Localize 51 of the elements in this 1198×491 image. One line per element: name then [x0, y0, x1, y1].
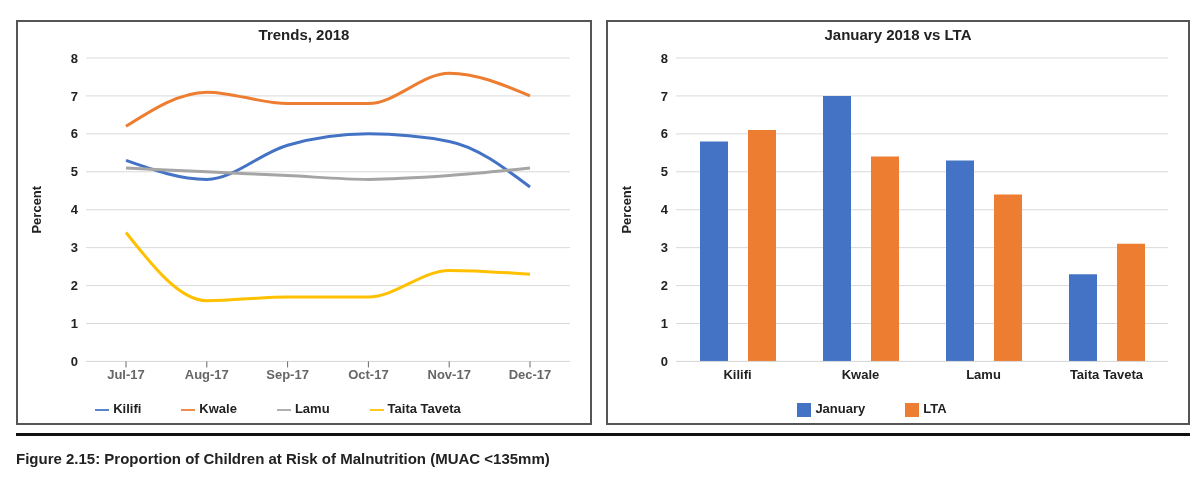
x-tick-label: Nov-17: [427, 366, 471, 382]
y-tick-label: 6: [660, 126, 668, 142]
y-tick-label: 4: [660, 202, 669, 218]
y-tick-label: 0: [70, 354, 78, 370]
y-tick-label: 3: [660, 240, 668, 256]
bar: [823, 95, 851, 362]
caption: Figure 2.15: Proportion of Children at Risk of Malnutrition (MUAC <135mm): [16, 450, 551, 467]
x-tick-label: Sep-17: [266, 366, 309, 382]
y-tick-label: 7: [70, 88, 78, 104]
x-tick-label: Taita Taveta: [1069, 366, 1144, 382]
y-tick-label: 6: [70, 126, 78, 142]
x-tick-label: Jul-17: [107, 366, 145, 382]
y-tick-label: 2: [70, 278, 78, 294]
y-tick-label: 2: [660, 278, 668, 294]
x-tick-label: Dec-17: [508, 366, 552, 382]
legend-label: Kwale: [199, 401, 237, 417]
line-series: [124, 166, 532, 181]
bar: [994, 194, 1022, 362]
x-tick-label: Oct-17: [348, 366, 389, 382]
x-tick-label: Lamu: [966, 366, 1001, 382]
bar: [871, 156, 899, 362]
line-series: [124, 132, 532, 189]
bar: [748, 130, 776, 362]
y-tick-label: 5: [660, 164, 668, 180]
chart-title: January 2018 vs LTA: [823, 25, 973, 45]
x-tick-label: Kilifi: [723, 366, 752, 382]
y-tick-label: 0: [660, 354, 668, 370]
bar: [1069, 274, 1097, 362]
bar: [1117, 243, 1145, 362]
y-tick-label: 3: [70, 240, 78, 256]
x-tick-label: Kwale: [841, 366, 880, 382]
y-axis-title: Percent: [618, 185, 634, 234]
y-tick-label: 8: [70, 50, 78, 66]
y-tick-label: 1: [660, 316, 668, 332]
legend-label: Taita Taveta: [387, 401, 461, 417]
x-tick-label: Aug-17: [184, 366, 229, 382]
y-tick-label: 7: [660, 88, 668, 104]
legend-label: Kilifi: [113, 401, 142, 417]
legend-label: LTA: [923, 401, 947, 417]
legend-label: Lamu: [294, 401, 330, 417]
y-axis-title: Percent: [28, 185, 44, 234]
y-tick-label: 5: [70, 164, 78, 180]
y-tick-label: 1: [70, 316, 78, 332]
y-tick-label: 8: [660, 50, 668, 66]
y-tick-label: 4: [70, 202, 79, 218]
chart-title: Trends, 2018: [257, 25, 351, 45]
bar: [700, 141, 728, 362]
bar: [946, 160, 974, 362]
legend-label: January: [815, 401, 866, 417]
line-series: [124, 230, 532, 303]
line-series: [124, 71, 532, 128]
